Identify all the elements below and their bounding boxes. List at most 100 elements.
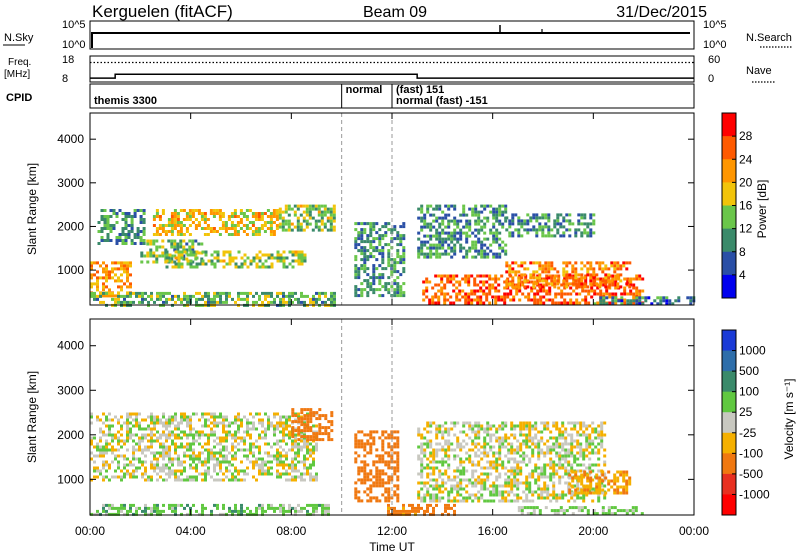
- velocity-echo-cell: [492, 490, 496, 494]
- power-echo-cell: [108, 288, 111, 292]
- power-echo-cell: [497, 289, 501, 293]
- velocity-echo-cell: [306, 408, 310, 412]
- velocity-echo-cell: [321, 506, 324, 510]
- power-echo-cell: [372, 279, 376, 283]
- power-echo-cell: [467, 292, 471, 296]
- velocity-echo-cell: [513, 493, 517, 497]
- velocity-echo-cell: [291, 457, 294, 461]
- velocity-echo-cell: [285, 421, 288, 425]
- power-echo-cell: [517, 228, 521, 232]
- velocity-echo-cell: [432, 451, 436, 455]
- velocity-echo-cell: [249, 512, 252, 516]
- power-echo-cell: [255, 256, 259, 260]
- power-echo-cell: [204, 262, 208, 266]
- velocity-echo-cell: [111, 418, 114, 422]
- velocity-echo-cell: [264, 463, 267, 467]
- power-echo-cell: [159, 291, 162, 295]
- power-echo-cell: [245, 227, 249, 230]
- power-echo-cell: [282, 291, 285, 295]
- velocity-echo-cell: [300, 472, 303, 476]
- velocity-echo-cell: [537, 442, 541, 446]
- power-echo-cell: [626, 280, 630, 284]
- velocity-echo-cell: [174, 503, 177, 507]
- power-echo-cell: [584, 280, 588, 284]
- power-echo-cell: [185, 251, 189, 255]
- power-echo-cell: [575, 292, 579, 296]
- velocity-echo-cell: [507, 469, 511, 473]
- power-echo-cell: [431, 286, 435, 290]
- power-echo-cell: [203, 212, 207, 215]
- power-echo-cell: [378, 279, 382, 283]
- power-echo-cell: [453, 228, 457, 232]
- power-echo-cell: [566, 301, 570, 305]
- power-echo-cell: [511, 261, 515, 265]
- power-echo-cell: [290, 222, 294, 226]
- velocity-echo-cell: [132, 448, 135, 452]
- velocity-echo-cell: [501, 499, 505, 503]
- velocity-echo-cell: [219, 451, 222, 455]
- velocity-echo-cell: [501, 445, 505, 449]
- power-echo-cell: [538, 228, 542, 232]
- velocity-echo-cell: [243, 436, 246, 440]
- velocity-echo-cell: [597, 469, 601, 473]
- velocity-echo-cell: [486, 472, 490, 476]
- power-echo-cell: [592, 279, 596, 283]
- velocity-echo-cell: [513, 478, 517, 482]
- velocity-echo-cell: [474, 469, 478, 473]
- power-echo-cell: [366, 291, 370, 295]
- velocity-echo-cell: [363, 433, 367, 437]
- power-echo-cell: [185, 218, 189, 221]
- power-echo-cell: [231, 259, 235, 263]
- velocity-echo-cell: [576, 496, 580, 500]
- power-echo-cell: [468, 234, 472, 238]
- power-echo-cell: [308, 210, 312, 214]
- power-echo-cell: [393, 279, 397, 283]
- power-echo-cell: [533, 295, 537, 299]
- velocity-echo-cell: [586, 479, 590, 483]
- power-echo-cell: [209, 209, 213, 212]
- power-echo-cell: [170, 239, 174, 243]
- velocity-echo-cell: [573, 421, 577, 425]
- power-echo-cell: [230, 212, 234, 215]
- power-echo-cell: [369, 228, 373, 232]
- velocity-echo-cell: [285, 469, 288, 473]
- velocity-echo-cell: [441, 436, 445, 440]
- power-echo-cell: [273, 256, 277, 260]
- power-echo-cell: [120, 285, 123, 289]
- velocity-echo-cell: [114, 415, 117, 419]
- velocity-echo-cell: [219, 460, 222, 464]
- velocity-echo-cell: [393, 472, 397, 476]
- velocity-echo-cell: [252, 445, 255, 449]
- velocity-echo-cell: [186, 478, 189, 482]
- velocity-echo-cell: [597, 463, 601, 467]
- power-echo-cell: [447, 246, 451, 250]
- power-echo-cell: [542, 277, 546, 281]
- velocity-echo-cell: [117, 466, 120, 470]
- velocity-echo-cell: [588, 424, 592, 428]
- velocity-echo-cell: [357, 442, 361, 446]
- power-echo-cell: [562, 270, 566, 274]
- power-echo-cell: [565, 273, 569, 277]
- velocity-echo-cell: [597, 451, 601, 455]
- velocity-echo-cell: [156, 439, 159, 443]
- power-echo-cell: [592, 222, 596, 226]
- power-echo-cell: [314, 225, 318, 229]
- power-echo-cell: [164, 224, 168, 227]
- power-echo-cell: [441, 237, 445, 241]
- power-echo-cell: [500, 274, 504, 278]
- velocity-echo-cell: [102, 460, 105, 464]
- velocity-echo-cell: [225, 512, 228, 516]
- power-echo-band: [278, 204, 336, 232]
- power-echo-cell: [243, 291, 246, 295]
- velocity-echo-cell: [504, 424, 508, 428]
- power-echo-cell: [547, 282, 551, 286]
- power-echo-cell: [185, 230, 189, 233]
- power-echo-cell: [572, 301, 576, 305]
- velocity-echo-cell: [240, 439, 243, 443]
- velocity-echo-cell: [561, 421, 565, 425]
- power-echo-cell: [183, 294, 186, 298]
- power-echo-cell: [547, 270, 551, 274]
- power-echo-cell: [257, 215, 261, 218]
- velocity-echo-cell: [246, 457, 249, 461]
- power-echo-cell: [366, 237, 370, 241]
